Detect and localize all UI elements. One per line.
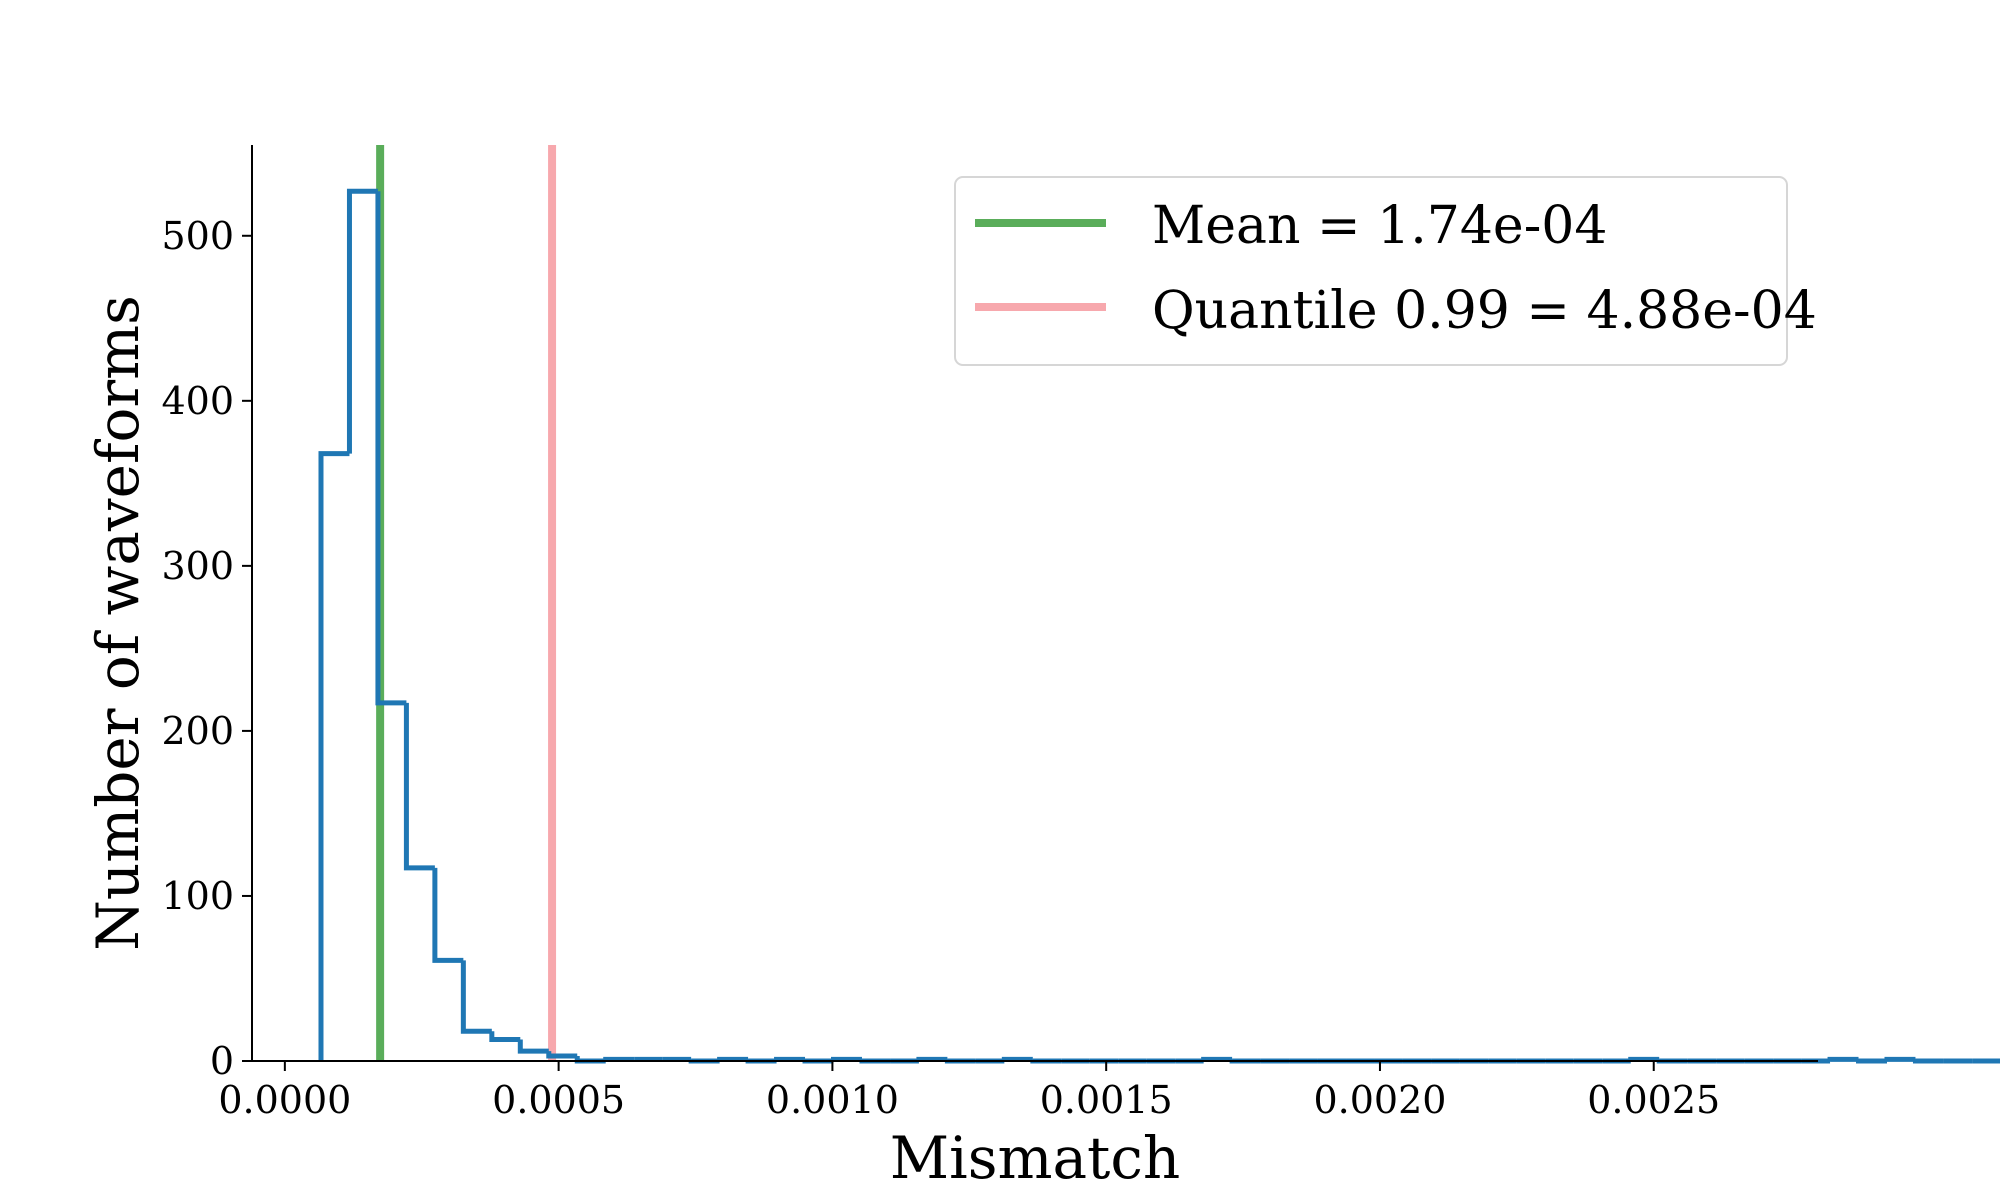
y-tick-label: 0	[210, 1039, 234, 1083]
histogram-bin	[1827, 1056, 1859, 1062]
histogram-bin	[460, 960, 492, 1034]
histogram-bin	[318, 451, 350, 1061]
x-ticks: 0.0000 0.0005 0.0010 0.0015 0.0020 0.0025	[218, 1061, 1720, 1122]
y-tick-label: 100	[161, 874, 234, 918]
histogram-bin	[1912, 1058, 1944, 1064]
y-axis-title: Number of waveforms	[84, 295, 152, 951]
histogram-bin	[489, 1031, 521, 1043]
y-ticks: 0 100 200 300 400 500	[161, 214, 252, 1083]
histogram-bin	[403, 702, 435, 871]
x-axis-title: Mismatch	[890, 1124, 1180, 1192]
histogram-bin	[1856, 1058, 1887, 1064]
histogram-bin	[517, 1039, 549, 1054]
x-tick-label: 0.0010	[766, 1078, 899, 1122]
y-tick-label: 300	[161, 544, 234, 588]
histogram-bin	[346, 188, 378, 454]
x-tick-label: 0.0015	[1040, 1078, 1173, 1122]
legend-box	[954, 176, 1788, 366]
x-tick-label: 0.0020	[1313, 1078, 1446, 1122]
histogram-bin	[546, 1051, 578, 1059]
legend-label-quantile: Quantile 0.99 = 4.88e-04	[1152, 281, 1817, 341]
x-tick-label: 0.0005	[492, 1078, 625, 1122]
x-tick-label: 0.0025	[1587, 1078, 1720, 1122]
histogram-bin	[432, 867, 464, 963]
y-tick-label: 200	[161, 709, 234, 753]
histogram-bin	[375, 191, 407, 706]
y-tick-label: 400	[161, 379, 234, 423]
y-tick-label: 500	[161, 214, 234, 258]
histogram-bin	[1884, 1056, 1916, 1062]
legend: Mean = 1.74e-04 Quantile 0.99 = 4.88e-04	[954, 176, 1817, 366]
x-tick-label: 0.0000	[218, 1078, 351, 1122]
axes	[251, 145, 1818, 1062]
legend-label-mean: Mean = 1.74e-04	[1152, 196, 1607, 256]
